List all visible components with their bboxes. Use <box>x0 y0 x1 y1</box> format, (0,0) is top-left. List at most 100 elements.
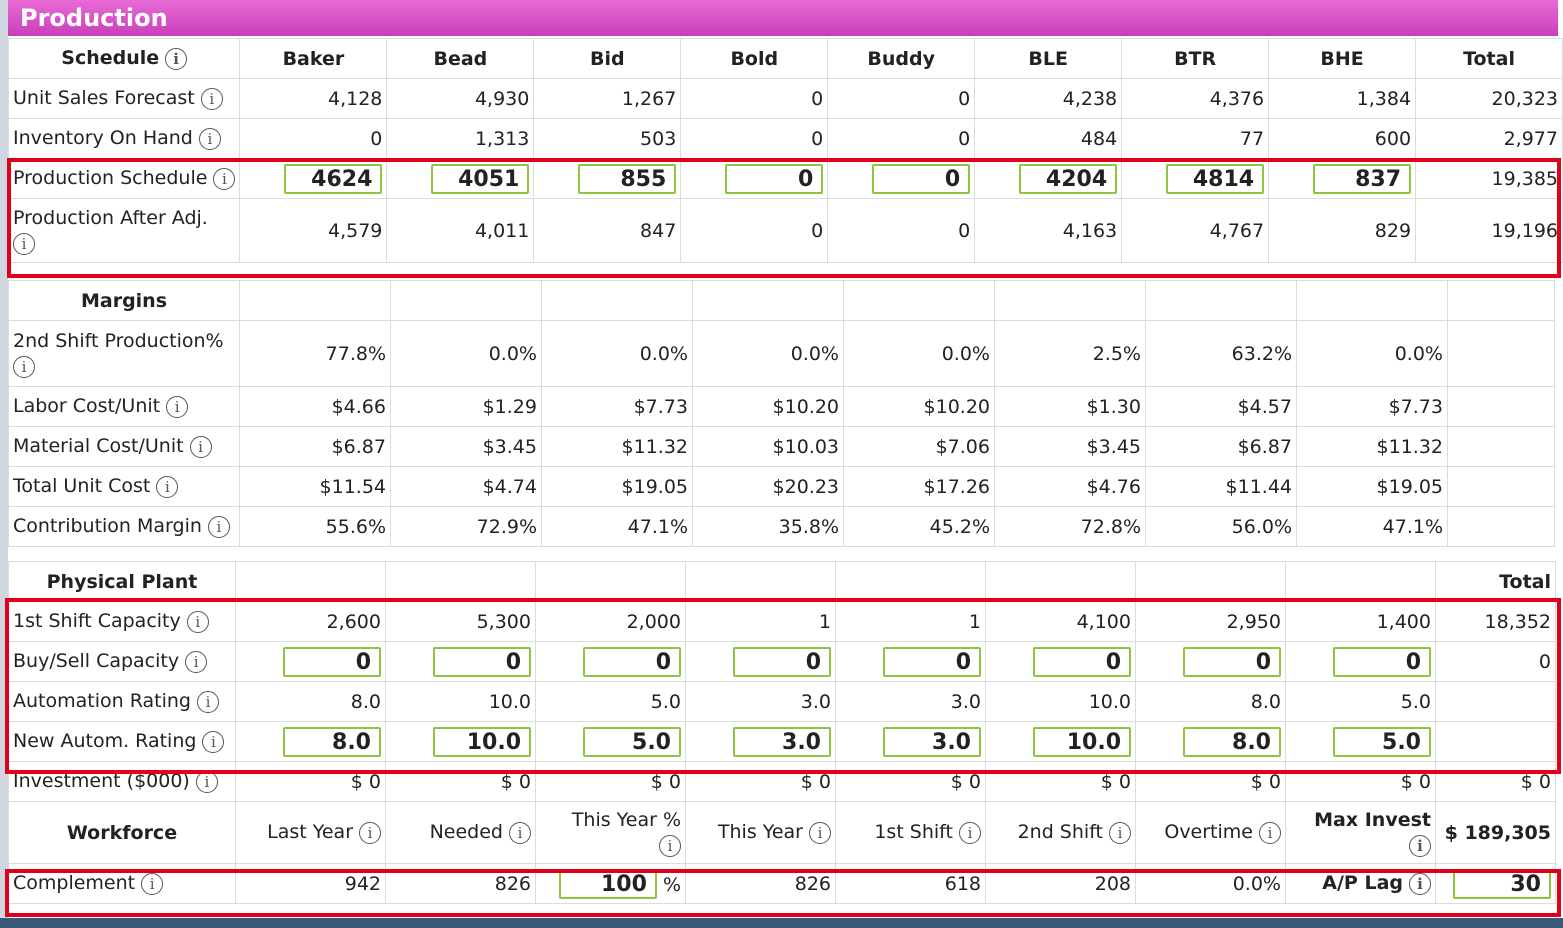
info-icon[interactable]: i <box>166 395 189 418</box>
info-icon[interactable]: i <box>1409 835 1431 857</box>
buy-sell-capacity-input[interactable]: 0 <box>433 646 531 677</box>
value-cell: 3.0 <box>685 681 836 722</box>
ap-lag-label: A/P Lag <box>1322 872 1403 895</box>
info-icon[interactable]: i <box>509 821 531 844</box>
info-icon[interactable]: i <box>1259 821 1281 844</box>
new-autom-rating-input[interactable]: 3.0 <box>883 726 981 757</box>
input-cell: 10.0 <box>385 721 536 762</box>
info-icon[interactable]: i <box>13 233 35 255</box>
info-icon[interactable]: i <box>200 87 223 110</box>
value-cell: 0.0% <box>390 320 542 387</box>
input-cell: 5.0 <box>535 721 686 762</box>
workforce-title: Workforce <box>8 801 236 864</box>
production-schedule-input[interactable]: 4204 <box>1019 163 1118 194</box>
info-icon[interactable]: i <box>1109 821 1131 844</box>
complement-this-year-pct-input[interactable]: 100 <box>558 868 657 899</box>
value-cell: $11.44 <box>1145 466 1297 507</box>
percent-sign: % <box>662 873 681 896</box>
info-icon[interactable]: i <box>959 821 981 844</box>
value-cell: 8.0 <box>235 681 386 722</box>
info-icon[interactable]: i <box>198 127 221 150</box>
production-schedule-input[interactable]: 0 <box>725 163 824 194</box>
production-schedule-input[interactable]: 0 <box>872 163 971 194</box>
row-unit-sales-forecast: Unit Sales Forecast i 4,128 4,930 1,267 0 0 4,… <box>7 78 1563 119</box>
value-cell: 0 <box>827 198 976 263</box>
info-icon[interactable]: i <box>659 835 681 857</box>
info-icon[interactable]: i <box>141 872 164 895</box>
buy-sell-capacity-input[interactable]: 0 <box>1333 646 1431 677</box>
value-cell: 503 <box>533 118 682 159</box>
row-label: New Autom. Rating <box>13 730 197 753</box>
buy-sell-capacity-input[interactable]: 0 <box>1183 646 1281 677</box>
production-schedule-input[interactable]: 4624 <box>284 163 383 194</box>
row-1st-shift-capacity: 1st Shift Capacity i 2,600 5,300 2,000 1 1 4,1… <box>8 601 1556 642</box>
value-cell: 47.1% <box>1296 506 1448 547</box>
new-autom-rating-input[interactable]: 3.0 <box>733 726 831 757</box>
input-cell: 10.0 <box>985 721 1136 762</box>
value-cell: 1,313 <box>386 118 535 159</box>
production-schedule-input[interactable]: 4051 <box>431 163 530 194</box>
value-cell: $10.03 <box>692 426 844 467</box>
new-autom-rating-input[interactable]: 10.0 <box>433 726 531 757</box>
buy-sell-capacity-input[interactable]: 0 <box>283 646 381 677</box>
buy-sell-capacity-input[interactable]: 0 <box>583 646 681 677</box>
production-schedule-input[interactable]: 837 <box>1313 163 1412 194</box>
info-icon[interactable]: i <box>196 690 219 713</box>
row-label: Material Cost/Unit <box>13 435 184 458</box>
info-icon[interactable]: i <box>202 730 225 753</box>
info-icon[interactable]: i <box>186 610 209 633</box>
input-cell: 3.0 <box>685 721 836 762</box>
value-cell: 2,600 <box>235 601 386 642</box>
row-production-schedule: Production Schedule i 4624 4051 855 0 0 4204 48… <box>7 158 1563 199</box>
value-cell: 4,376 <box>1121 78 1270 119</box>
row-total-unit-cost: Total Unit Cost i $11.54 $4.74 $19.05 $20.23… <box>8 466 1555 507</box>
row-new-autom-rating: New Autom. Rating i 8.0 10.0 5.0 3.0 3.0 10.0 8… <box>8 721 1556 762</box>
production-schedule-input[interactable]: 4814 <box>1166 163 1265 194</box>
value-cell: $6.87 <box>239 426 391 467</box>
value-cell: 35.8% <box>692 506 844 547</box>
new-autom-rating-input[interactable]: 8.0 <box>1183 726 1281 757</box>
value-cell: 0.0% <box>1296 320 1448 387</box>
value-cell: 484 <box>974 118 1123 159</box>
info-icon[interactable]: i <box>207 515 230 538</box>
new-autom-rating-input[interactable]: 10.0 <box>1033 726 1131 757</box>
input-cell: 0 <box>835 641 986 682</box>
info-icon[interactable]: i <box>13 356 35 378</box>
margins-title: Margins <box>8 280 240 321</box>
value-cell: $ 0 <box>835 761 986 802</box>
value-cell: $1.29 <box>390 386 542 427</box>
new-autom-rating-input[interactable]: 8.0 <box>283 726 381 757</box>
product-header: BTR <box>1121 38 1270 79</box>
total-cell: $ 0 <box>1435 761 1556 802</box>
input-cell: 5.0 <box>1285 721 1436 762</box>
info-icon[interactable]: i <box>213 167 236 190</box>
row-label: Buy/Sell Capacity <box>13 650 180 673</box>
info-icon[interactable]: i <box>809 821 831 844</box>
value-cell: 3.0 <box>835 681 986 722</box>
info-icon[interactable]: i <box>359 821 381 844</box>
row-inventory-on-hand: Inventory On Hand i 0 1,313 503 0 0 484 77 600 2,… <box>7 118 1563 159</box>
buy-sell-capacity-input[interactable]: 0 <box>1033 646 1131 677</box>
production-schedule-input[interactable]: 855 <box>578 163 677 194</box>
info-icon[interactable]: i <box>156 475 179 498</box>
new-autom-rating-input[interactable]: 5.0 <box>583 726 681 757</box>
value-cell: 1,267 <box>533 78 682 119</box>
info-icon[interactable]: i <box>189 435 212 458</box>
row-label: Total Unit Cost <box>13 475 151 498</box>
info-icon[interactable]: i <box>1409 872 1431 895</box>
info-icon[interactable]: i <box>195 770 218 793</box>
info-icon[interactable]: i <box>185 650 208 673</box>
info-icon[interactable]: i <box>165 47 188 70</box>
row-label: Labor Cost/Unit <box>13 395 161 418</box>
buy-sell-capacity-input[interactable]: 0 <box>733 646 831 677</box>
buy-sell-capacity-input[interactable]: 0 <box>883 646 981 677</box>
new-autom-rating-input[interactable]: 5.0 <box>1333 726 1431 757</box>
value-cell: 4,011 <box>386 198 535 263</box>
value-cell: 4,767 <box>1121 198 1270 263</box>
ap-lag-input[interactable]: 30 <box>1453 868 1551 899</box>
input-cell: 4204 <box>974 158 1123 199</box>
total-cell <box>1447 320 1555 387</box>
row-production-after-adj: Production After Adj. i 4,579 4,011 847 0 0 4,… <box>7 198 1563 263</box>
physical-plant-table: Physical Plant Total 1st Shift Capacity i… <box>8 561 1556 904</box>
